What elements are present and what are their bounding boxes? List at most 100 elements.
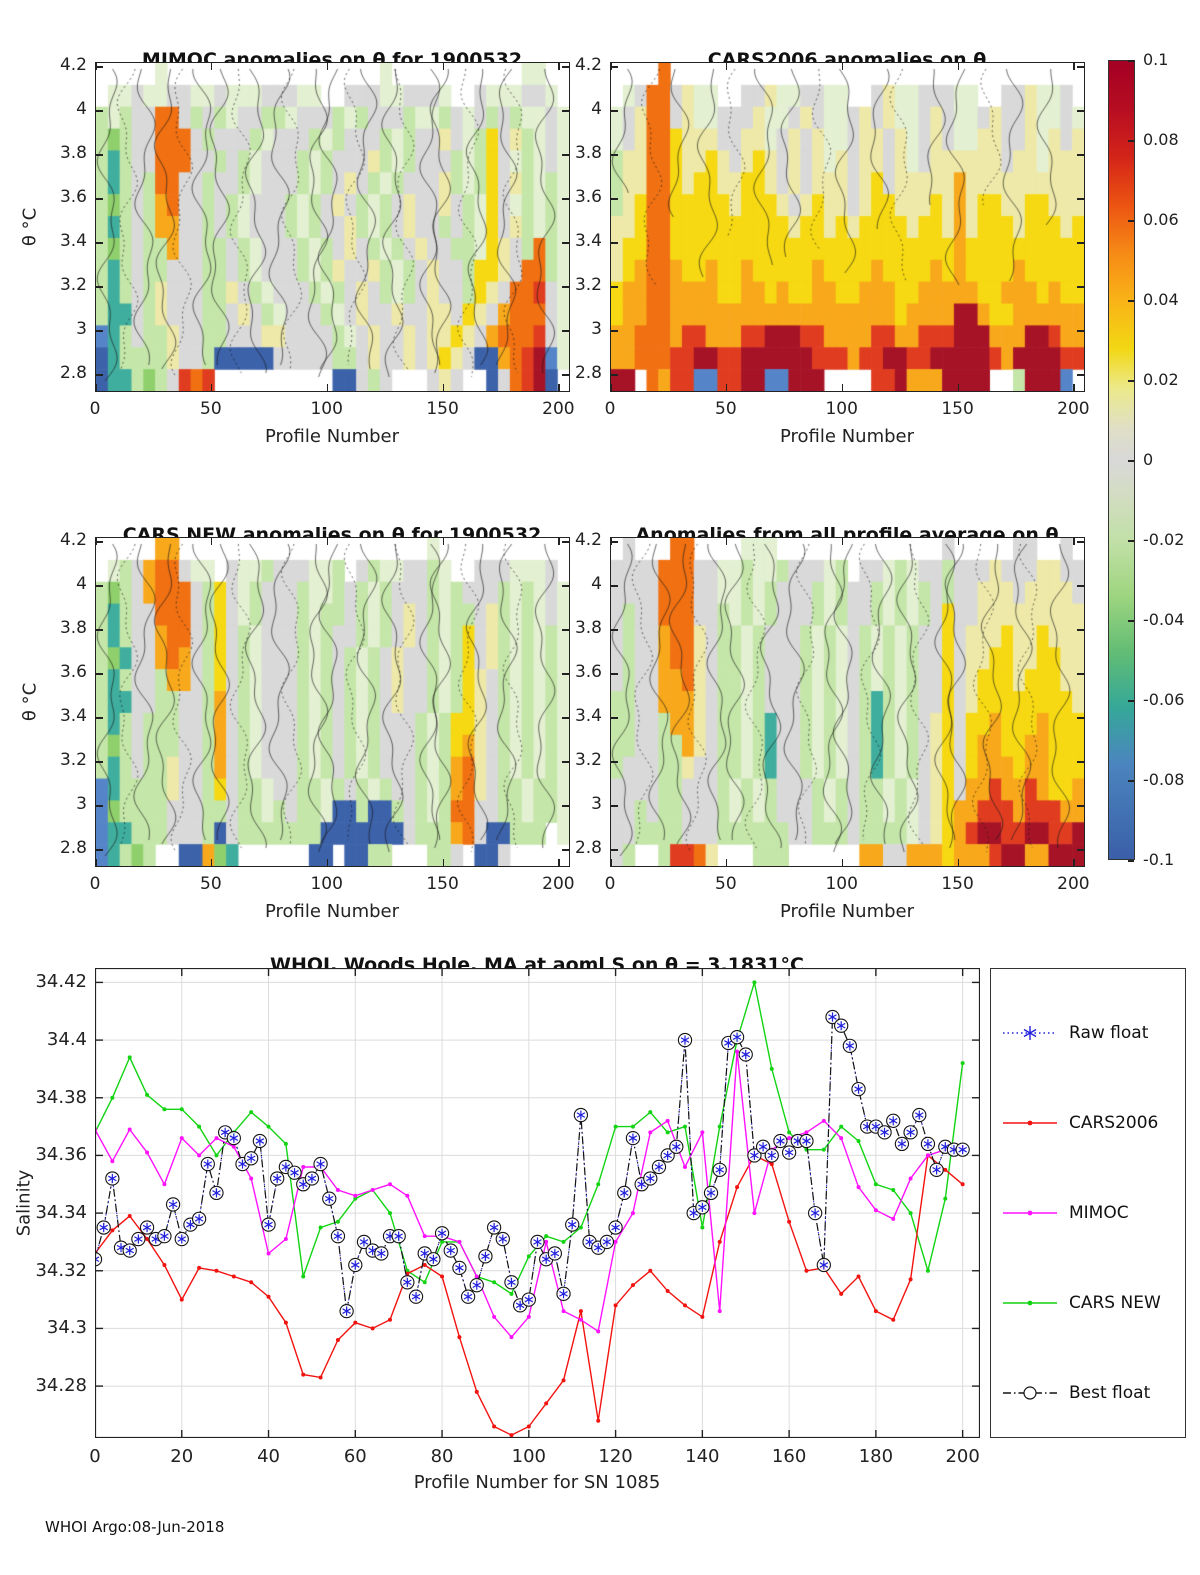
cars2006-ytick [611,110,618,112]
allavg-xtick [841,538,844,545]
colorbar-tick-label: 0.04 [1143,290,1179,309]
allavg-ytick [1077,629,1084,631]
colorbar-tick [1128,380,1134,382]
cars-new-marker [752,980,757,985]
salinity-ytick-label: 34.28 [35,1375,87,1397]
mimoc-ytick [562,374,569,376]
raw-float-marker [706,1188,716,1198]
carsnew-xtick-label: 100 [310,874,343,894]
cars2006-marker [318,1375,323,1380]
cars-new-marker [301,1274,306,1279]
cars2006-xtick [610,63,612,70]
cars2006-ytick [1077,66,1084,68]
allavg-xtick [725,538,728,545]
cars-new-marker [578,1225,583,1230]
mimoc-ytick [562,330,569,332]
mimoc-marker [509,1335,514,1340]
cars2006-marker [700,1314,705,1319]
raw-float-marker [324,1194,334,1204]
colorbar-tick [1128,780,1134,782]
raw-float-marker [628,1133,638,1143]
allavg-ytick-label: 3.8 [574,618,602,639]
raw-float-marker [359,1237,369,1247]
raw-float-marker [923,1139,933,1149]
mimoc-plot-area [95,62,570,392]
mimoc-xtick-label: 100 [310,399,343,419]
raw-float-marker [186,1220,195,1230]
cars-new-marker [561,1239,566,1244]
raw-float-marker [810,1208,820,1218]
raw-float-marker [888,1116,898,1126]
raw-float-marker [637,1179,646,1189]
legend-sample [1003,1026,1057,1040]
mimoc-marker [856,1185,861,1190]
raw-float-marker [854,1084,863,1094]
salinity-ytick-label: 34.38 [35,1086,87,1108]
cars2006-marker [769,1162,774,1167]
raw-float-marker [767,1150,777,1161]
mimoc-ytick-label: 3 [76,319,87,340]
cars2006-xtick [1073,63,1075,70]
cars-new-marker [648,1110,653,1115]
cars-new-marker [839,1124,844,1129]
cars-new-marker [717,1124,722,1129]
carsnew-xtick [558,859,560,866]
cars-new-marker [179,1107,184,1112]
cars2006-ytick [1077,286,1084,288]
cars2006-marker [839,1291,844,1296]
legend-entry-raw-float: Raw float [1001,1022,1148,1044]
carsnew-xtick [95,538,97,545]
cars-new-marker [127,1055,132,1060]
raw-float-marker [819,1260,829,1270]
legend-entry-mimoc: MIMOC [1001,1202,1129,1224]
xaxis-label-carsnew: Profile Number [265,901,399,922]
carsnew-xtick [210,859,213,866]
cars2006-marker [613,1303,618,1308]
mimoc-ytick [562,110,569,112]
mimoc-marker [596,1329,601,1334]
carsnew-xtick-label: 50 [200,874,222,894]
allavg-ytick-label: 3 [591,794,602,815]
mimoc-marker [821,1118,826,1123]
raw-float-marker [194,1214,204,1224]
carsnew-ytick-label: 4.2 [59,530,87,551]
mimoc-xtick-label: 0 [89,399,101,419]
raw-float-marker [333,1231,343,1241]
carsnew-ytick [562,585,569,587]
cars2006-marker [683,1303,687,1308]
raw-float-marker [663,1150,672,1161]
mimoc-xtick [326,384,329,391]
raw-float-marker [229,1133,239,1143]
cars2006-marker [960,1182,965,1187]
raw-float-marker [932,1165,941,1175]
salinity-xtick-label: 20 [170,1446,194,1467]
mimoc-marker [249,1176,254,1181]
carsnew-ytick [562,805,569,807]
raw-float-marker [350,1260,360,1270]
allavg-xtick-label: 150 [941,874,974,894]
cars-new-marker [492,1280,497,1285]
allavg-plot-area [610,537,1085,867]
cars2006-marker [717,1239,722,1244]
salinity-xtick-label: 80 [430,1446,454,1467]
cars2006-marker [335,1337,340,1342]
carsnew-ytick-label: 3 [76,794,87,815]
carsnew-ytick [96,717,103,719]
cars-new-marker [613,1124,618,1129]
cars-new-marker [145,1092,150,1097]
raw-float-marker [741,1049,751,1060]
mimoc-marker [700,1130,705,1135]
raw-float-marker [420,1248,430,1259]
legend-entry-cars2006: CARS2006 [1001,1112,1158,1134]
carsnew-ytick-label: 3.4 [59,706,87,727]
raw-float-marker [481,1251,490,1261]
raw-float-marker [906,1127,915,1137]
cars2006-ytick-label: 3.8 [574,143,602,164]
colorbar-tick [1128,620,1134,622]
allavg-xtick [610,538,612,545]
mimoc-marker [492,1314,497,1319]
legend-label: Raw float [1069,1023,1149,1043]
cars2006-xtick [957,384,960,391]
salinity-xtick-label: 180 [858,1446,894,1467]
raw-float-marker [515,1300,525,1310]
